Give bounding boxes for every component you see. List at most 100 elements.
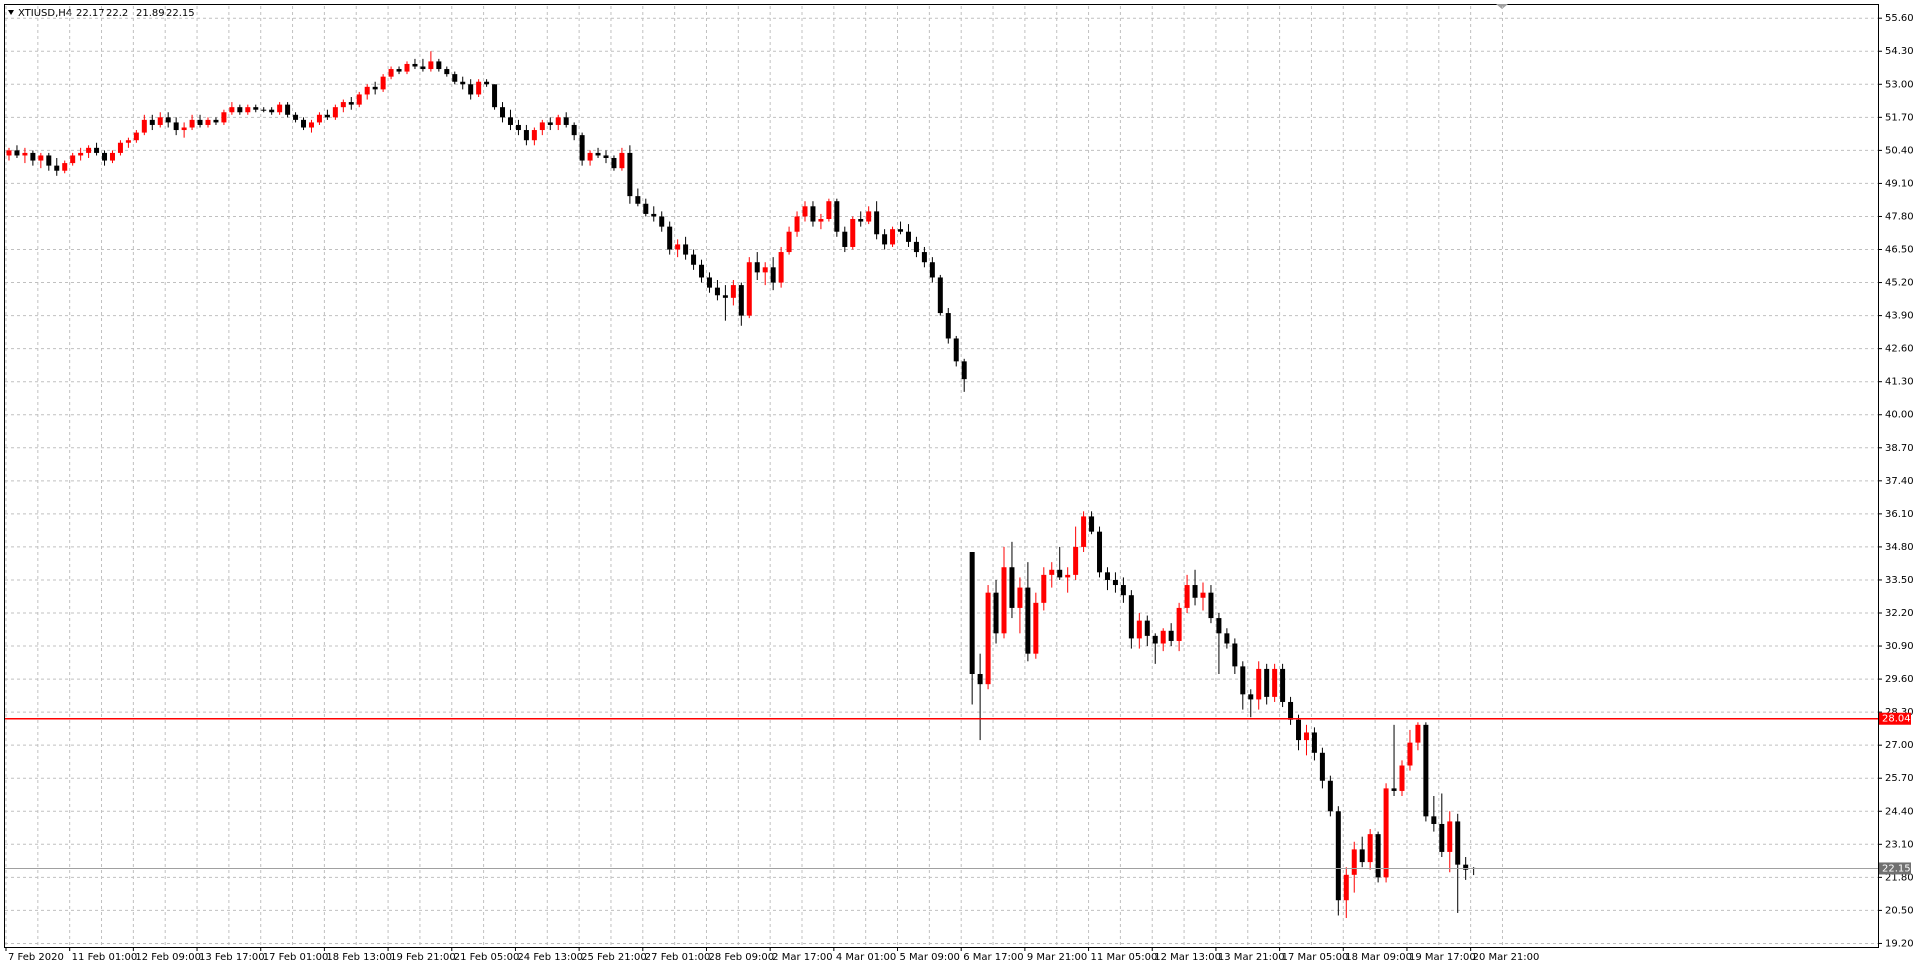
candle-body: [285, 104, 291, 115]
candle-body: [659, 216, 665, 227]
candle-body: [14, 150, 20, 156]
menu-arrow[interactable]: [8, 10, 14, 15]
candle-body: [1208, 592, 1214, 619]
ohlc-value: 22.15: [166, 8, 195, 19]
candle-body: [444, 69, 450, 75]
candle-body: [1057, 569, 1063, 578]
candle-body: [269, 109, 275, 113]
candle-body: [1272, 668, 1278, 697]
candle-body: [1120, 585, 1126, 596]
y-tick-label: 21.80: [1885, 872, 1914, 883]
candle-body: [1280, 668, 1286, 702]
candle-body: [70, 155, 76, 164]
candle-body: [1160, 630, 1166, 644]
candle-body: [420, 66, 426, 70]
y-tick-label: 24.40: [1885, 806, 1914, 817]
candle-body: [937, 277, 943, 314]
candle-body: [929, 262, 935, 278]
candle-body: [372, 86, 378, 90]
candle-body: [786, 231, 792, 253]
candle-body: [22, 152, 28, 156]
candle-body: [141, 119, 147, 133]
x-tick-label: 21 Feb 05:00: [454, 952, 520, 963]
y-tick-label: 37.40: [1885, 476, 1914, 487]
candle-body: [332, 107, 338, 118]
candle-body: [603, 155, 609, 159]
candle-body: [953, 338, 959, 362]
candle-body: [1041, 574, 1047, 603]
candle-body: [921, 252, 927, 263]
x-tick-label: 13 Feb 17:00: [199, 952, 265, 963]
y-tick-label: 49.10: [1885, 178, 1914, 189]
y-tick-label: 36.10: [1885, 509, 1914, 520]
candle-body: [54, 165, 60, 171]
candle-body: [619, 152, 625, 169]
candle-body: [277, 104, 283, 113]
y-tick-label: 19.20: [1885, 938, 1914, 949]
ohlc-header: 22.17 22.2 21.89 22.15: [76, 8, 195, 19]
candle-body: [1447, 821, 1453, 852]
candle-body: [396, 69, 402, 72]
candle-body: [587, 152, 593, 161]
candle-body: [1319, 752, 1325, 781]
chart-title: XTIUSD,H4: [18, 8, 72, 19]
y-tick-label: 50.40: [1885, 145, 1914, 156]
candle-body: [1367, 834, 1373, 863]
candle-body: [834, 201, 840, 232]
candle-body: [157, 117, 163, 125]
candle-body: [38, 155, 44, 161]
candle-body: [826, 201, 832, 220]
candle-body: [189, 119, 195, 128]
y-tick-label: 47.80: [1885, 211, 1914, 222]
x-tick-label: 25 Feb 21:00: [581, 952, 647, 963]
price-label-box: [1879, 862, 1911, 875]
x-tick-label: 17 Feb 01:00: [263, 952, 329, 963]
candle-body: [165, 117, 171, 123]
candle-body: [1248, 694, 1254, 700]
candle-body: [229, 107, 235, 113]
candle-body: [1311, 732, 1317, 753]
candle-body: [173, 122, 179, 131]
y-tick-label: 55.60: [1885, 13, 1914, 24]
candle-body: [452, 74, 458, 82]
candle-body: [850, 219, 856, 247]
x-tick-label: 28 Feb 09:00: [708, 952, 774, 963]
candle-body: [428, 61, 434, 70]
candle-body: [1327, 780, 1333, 812]
x-tick-label: 11 Mar 05:00: [1091, 952, 1158, 963]
candle-body: [1375, 834, 1381, 878]
x-tick-label: 11 Feb 01:00: [72, 952, 138, 963]
candle-body: [643, 203, 649, 214]
candle-body: [213, 119, 219, 123]
candle-body: [1216, 618, 1222, 634]
candle-body: [611, 158, 617, 169]
candle-body: [675, 244, 681, 250]
candle-body: [102, 152, 108, 161]
ohlc-value: 22.17: [76, 8, 105, 19]
candle-body: [245, 107, 251, 113]
candle-body: [221, 112, 227, 123]
candle-body: [539, 122, 545, 131]
candle-body: [1232, 643, 1238, 667]
candle-body: [78, 152, 84, 156]
candle-body: [507, 117, 513, 125]
candle-body: [500, 107, 506, 118]
candle-body: [842, 231, 848, 247]
candle-body: [86, 147, 92, 153]
candle-body: [1359, 849, 1365, 863]
candle-body: [125, 140, 131, 143]
level-label-box: [1879, 712, 1911, 725]
candle-body: [1391, 788, 1397, 791]
y-tick-label: 27.00: [1885, 740, 1914, 751]
candle-body: [754, 262, 760, 273]
y-tick-label: 34.80: [1885, 542, 1914, 553]
candle-body: [977, 674, 983, 685]
candle-body: [308, 122, 314, 128]
candle-body: [667, 226, 673, 250]
y-tick-label: 41.30: [1885, 377, 1914, 388]
candle-body: [730, 285, 736, 298]
x-tick-label: 2 Mar 17:00: [772, 952, 832, 963]
y-tick-label: 51.70: [1885, 112, 1914, 123]
candle-body: [746, 262, 752, 316]
